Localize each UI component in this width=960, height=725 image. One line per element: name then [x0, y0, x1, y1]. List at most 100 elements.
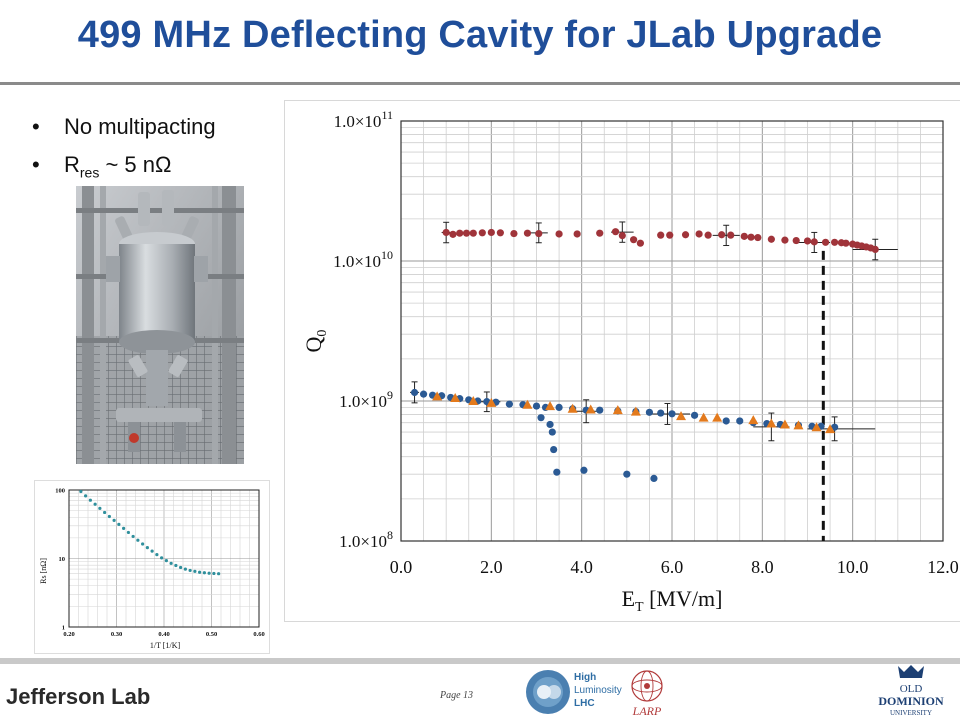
inset-x-tick-label: 0.20	[63, 631, 74, 638]
inset-x-tick-label: 0.60	[253, 631, 264, 638]
data-point-circle	[469, 229, 477, 237]
data-point-circle	[695, 230, 703, 238]
jefferson-lab-logo: Jefferson Lab	[6, 684, 150, 710]
data-point-triangle	[567, 403, 578, 413]
inset-data-point	[131, 534, 135, 539]
inset-data-point	[217, 572, 221, 576]
main-y-label-main: Q	[301, 336, 326, 352]
page-number: Page 13	[440, 690, 474, 701]
data-point-circle	[611, 228, 620, 236]
main-y-tick-label: 1.0×1010	[333, 248, 393, 271]
crown-icon	[898, 665, 924, 678]
data-point-triangle	[450, 393, 461, 403]
data-point-triangle	[486, 397, 497, 407]
inset-data-point	[188, 568, 192, 573]
bullet-rres-rest: ~ 5 nΩ	[99, 152, 172, 177]
inset-data-point	[103, 510, 107, 515]
data-point-circle	[810, 238, 818, 246]
q0-vs-et-plot: 0.0 2.0 4.0 6.0 8.0 10.0 12.01.0×1081.0×1091.0…	[301, 108, 959, 615]
data-point-circle	[690, 411, 699, 419]
jefferson-lab-text: Jefferson Lab	[6, 684, 151, 709]
data-point-circle	[449, 230, 457, 238]
main-y-tick-exponent: 8	[387, 528, 393, 542]
data-point-circle	[681, 231, 690, 239]
data-point-triangle	[432, 391, 443, 401]
data-point-circle	[462, 229, 471, 237]
data-point-circle	[618, 231, 626, 240]
inset-data-point	[174, 563, 178, 568]
inset-data-point	[88, 498, 92, 502]
data-point-triangle	[793, 420, 804, 430]
larp-logo: LARP	[622, 668, 672, 720]
main-y-tick-exponent: 10	[381, 248, 393, 262]
data-point-circle	[550, 445, 558, 454]
main-x-label-main: E	[622, 586, 635, 611]
data-point-triangle	[612, 405, 623, 415]
inset-x-tick-label: 0.40	[158, 631, 169, 638]
data-point-circle	[456, 229, 464, 237]
data-point-circle	[580, 466, 588, 474]
bullet-text: No multipacting	[64, 114, 216, 139]
data-point-circle	[842, 239, 850, 247]
larp-logo-graphic: LARP	[631, 670, 663, 718]
odu-logo-graphic: OLD DOMINION UNIVERSITY	[878, 665, 944, 717]
data-point-circle	[803, 237, 812, 245]
inset-x-tick-label: 0.50	[206, 631, 217, 638]
hilumi-line-2: Luminosity	[574, 685, 622, 696]
main-y-label-sub: 0	[315, 330, 330, 337]
data-point-triangle	[811, 422, 822, 432]
data-point-circle	[555, 230, 563, 238]
inset-x-tick-label: 0.30	[111, 631, 122, 638]
data-point-triangle	[468, 396, 479, 405]
main-x-tick-label: 2.0	[480, 557, 503, 577]
inset-data-point	[98, 506, 102, 510]
data-point-circle	[442, 228, 450, 237]
main-y-tick-label: 1.0×109	[339, 388, 393, 411]
inset-data-point	[93, 502, 97, 506]
inset-y-label: Rs [nΩ]	[39, 558, 48, 584]
inset-y-tick-label: 1	[62, 625, 65, 632]
data-point-circle	[419, 390, 428, 398]
inset-x-label: 1/T [1/K]	[150, 641, 181, 650]
inset-data-point	[79, 489, 83, 494]
main-x-label-rest: [MV/m]	[644, 586, 723, 611]
q0-vs-et-chart: 0.0 2.0 4.0 6.0 8.0 10.0 12.0 1.0×108 1.0×109 1.0…	[284, 100, 960, 622]
main-y-label: Q0	[301, 330, 330, 353]
data-point-triangle	[585, 404, 596, 414]
hilumi-line-3: LHC	[574, 698, 595, 709]
data-point-circle	[722, 417, 730, 425]
hilumi-logo-graphic: High Luminosity LHC	[526, 670, 622, 714]
data-point-circle	[740, 232, 748, 240]
inset-data-point	[160, 556, 164, 560]
data-point-circle	[410, 388, 419, 397]
odu-line-2: DOMINION	[878, 694, 944, 708]
data-point-triangle	[545, 401, 556, 411]
data-point-circle	[736, 417, 744, 425]
main-y-tick-label: 1.0×108	[339, 528, 393, 551]
data-point-circle	[668, 410, 676, 418]
data-point-triangle	[712, 412, 723, 422]
data-point-circle	[754, 233, 762, 242]
data-point-circle	[548, 428, 556, 436]
inset-data-point	[141, 542, 145, 546]
main-y-tick-mantissa: 1.0×10	[339, 532, 387, 551]
data-point-circle	[792, 236, 800, 245]
data-point-triangle	[698, 412, 709, 422]
data-point-circle	[532, 402, 541, 410]
inset-data-point	[150, 549, 154, 553]
hilumi-line-1: High	[574, 672, 596, 683]
inset-data-point	[164, 559, 168, 563]
data-point-circle	[666, 231, 674, 239]
main-x-tick-label: 8.0	[751, 557, 774, 577]
inset-data-point	[155, 553, 159, 557]
inset-y-tick-label: 100	[55, 488, 65, 495]
inset-plot-frame	[68, 489, 260, 628]
data-point-circle	[657, 409, 665, 417]
footer-divider	[0, 658, 960, 664]
inset-data-point	[145, 546, 149, 550]
inset-data-point	[202, 571, 206, 575]
data-point-circle	[553, 468, 561, 476]
data-point-circle	[487, 228, 495, 237]
data-point-circle	[546, 420, 554, 429]
inset-data-point	[169, 561, 173, 565]
